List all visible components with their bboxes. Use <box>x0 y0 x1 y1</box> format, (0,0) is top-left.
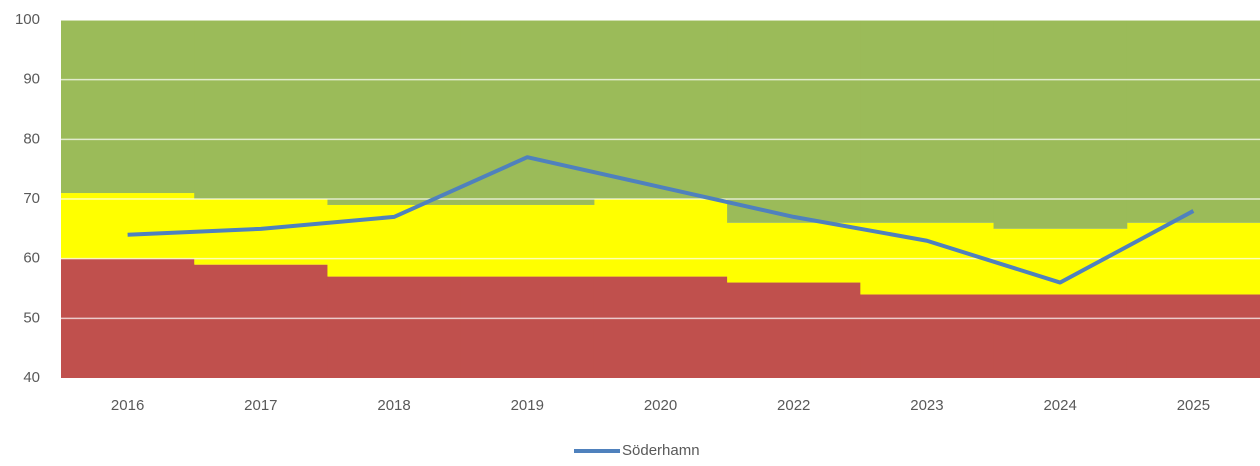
x-tick-label: 2018 <box>377 397 410 414</box>
y-tick-label: 100 <box>15 11 40 28</box>
x-tick-label: 2022 <box>777 397 810 414</box>
area-step <box>727 20 861 223</box>
y-tick-label: 40 <box>23 369 40 386</box>
x-tick-label: 2017 <box>244 397 277 414</box>
area-step <box>460 276 595 378</box>
area-step <box>727 282 861 378</box>
x-tick-label: 2019 <box>511 397 544 414</box>
area-step <box>1126 294 1260 378</box>
area-step <box>460 20 595 205</box>
area-step <box>1126 20 1260 223</box>
area-step <box>593 276 728 378</box>
line-series <box>127 155 1195 285</box>
legend-label: Söderhamn <box>622 442 700 459</box>
area-step <box>460 204 595 277</box>
area-step <box>194 264 328 378</box>
area-step <box>593 199 728 277</box>
area-step <box>194 20 328 199</box>
x-tick-label: 2023 <box>910 397 943 414</box>
y-tick-label: 60 <box>23 250 40 267</box>
area-step <box>993 20 1128 229</box>
x-tick-label: 2024 <box>1043 397 1076 414</box>
area-step <box>993 294 1128 378</box>
area-step <box>61 20 195 194</box>
x-tick-label: 2016 <box>111 397 144 414</box>
area-step <box>593 20 728 199</box>
area-step <box>860 294 995 378</box>
y-tick-label: 50 <box>23 309 40 326</box>
y-tick-label: 90 <box>23 71 40 88</box>
area-step <box>61 193 195 259</box>
x-tick-label: 2025 <box>1177 397 1210 414</box>
area-step <box>727 222 861 283</box>
x-tick-label: 2020 <box>644 397 677 414</box>
y-tick-label: 70 <box>23 190 40 207</box>
area-step <box>327 276 462 378</box>
y-tick-label: 80 <box>23 130 40 147</box>
area-step <box>993 228 1128 295</box>
area-step <box>860 20 995 223</box>
area-step <box>327 20 462 205</box>
